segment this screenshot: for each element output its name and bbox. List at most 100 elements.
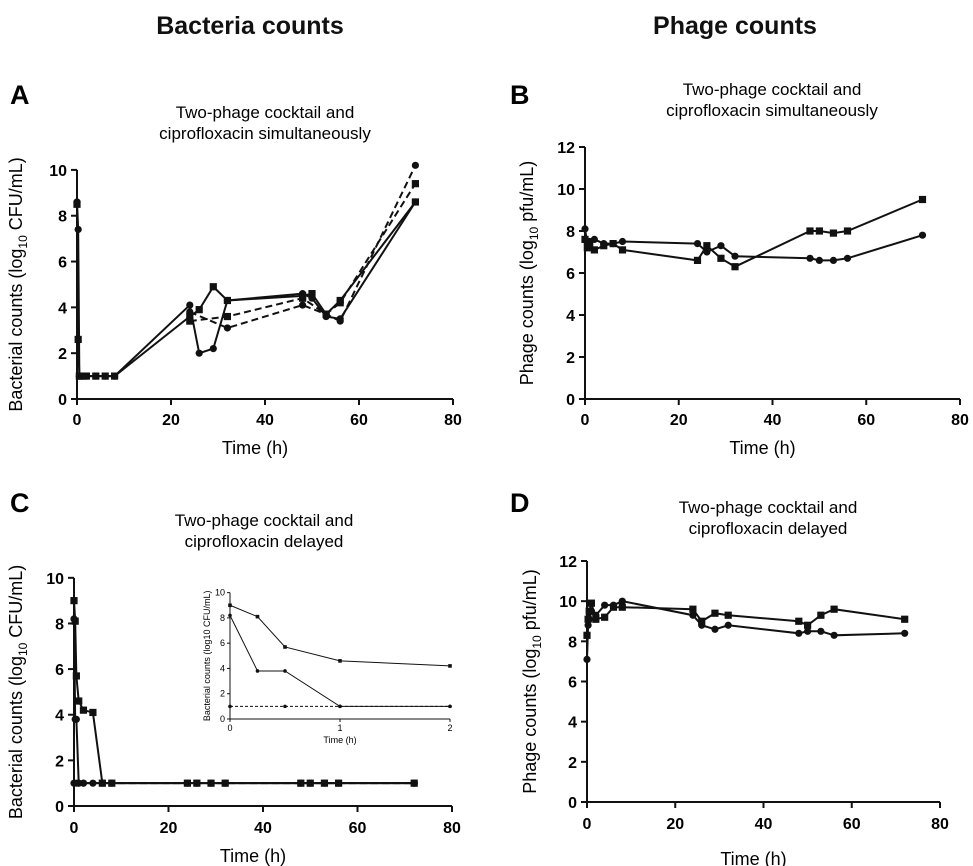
data-point-square [584, 615, 592, 623]
data-point-square [587, 599, 596, 607]
x-axis-label: Time (h) [729, 438, 795, 458]
data-point-square [815, 227, 823, 235]
y-tick-label: 8 [220, 613, 225, 623]
y-tick-label: 12 [557, 140, 575, 157]
data-point-circle [336, 317, 344, 325]
data-point-square [618, 246, 627, 254]
y-tick-label: 0 [55, 799, 64, 816]
x-tick-label: 1 [337, 723, 342, 733]
data-point-square [92, 372, 100, 380]
y-tick-label: 8 [58, 209, 67, 226]
data-point-square [75, 697, 83, 705]
series-line [584, 228, 923, 262]
series-line [586, 599, 905, 636]
y-tick-label: 6 [55, 662, 64, 679]
series-line [229, 604, 451, 667]
y-tick-label: 6 [220, 638, 225, 648]
y-tick-label: 10 [215, 588, 225, 598]
data-point-square [609, 603, 618, 611]
data-point-circle [804, 627, 812, 635]
data-point-square [795, 617, 803, 625]
data-point-square [82, 372, 90, 380]
panel-letter: A [10, 80, 30, 110]
x-tick-label: 40 [764, 412, 782, 429]
y-tick-label: 10 [559, 594, 577, 611]
chart-d: D Two-phage cocktail and ciprofloxacin del… [510, 488, 949, 866]
y-tick-label: 4 [58, 300, 67, 317]
data-point-square [322, 310, 330, 318]
data-point-square [411, 180, 419, 188]
y-tick-label: 6 [566, 266, 575, 283]
data-point-square [830, 605, 838, 613]
chart-title: Two-phage cocktail and [679, 498, 858, 517]
chart-title: ciprofloxacin delayed [185, 532, 344, 551]
data-point-circle [195, 349, 203, 357]
panel-letter: D [510, 488, 530, 518]
data-point-square [717, 254, 725, 262]
data-point-square [829, 229, 838, 237]
y-tick-label: 10 [49, 163, 67, 180]
y-tick-label: 6 [568, 675, 577, 692]
data-point-circle [299, 301, 307, 309]
data-point-square [101, 372, 109, 380]
x-tick-label: 20 [162, 412, 180, 429]
series-line [189, 164, 417, 330]
data-point-square [74, 335, 82, 344]
x-tick-label: 60 [843, 816, 861, 833]
data-point-square [411, 198, 419, 206]
data-point-square [78, 372, 86, 380]
data-point-circle [411, 161, 419, 169]
data-point-square [698, 617, 706, 625]
data-point-circle [320, 779, 329, 787]
x-tick-label: 0 [227, 723, 232, 733]
data-point-circle [711, 625, 719, 633]
data-point-square [338, 659, 342, 663]
data-point-circle [717, 242, 725, 250]
data-point-square [283, 645, 287, 649]
series-line [586, 600, 905, 660]
data-point-square [223, 312, 231, 321]
data-point-circle [689, 611, 697, 619]
x-tick-label: 20 [670, 412, 688, 429]
chart-title: ciprofloxacin delayed [689, 519, 848, 538]
data-point-circle [186, 308, 194, 316]
y-axis-label: Bacterial counts (log10 CFU/mL) [202, 591, 212, 722]
data-point-square [223, 296, 231, 305]
data-point-circle [223, 324, 231, 332]
data-point-circle [601, 601, 609, 609]
data-point-square [601, 613, 609, 621]
x-axis-label: Time (h) [220, 846, 286, 866]
y-axis-label: Bacterial counts (log10 CFU/mL) [6, 565, 30, 819]
data-point-circle [918, 231, 927, 239]
data-point-circle [731, 252, 739, 260]
data-point-square [817, 611, 825, 619]
data-point-circle [843, 254, 852, 262]
y-tick-label: 4 [220, 663, 225, 673]
data-point-circle [618, 597, 626, 605]
y-axis-label: Bacterial counts (log10 CFU/mL) [6, 157, 30, 411]
data-point-square [89, 708, 97, 717]
x-tick-label: 80 [443, 820, 461, 837]
y-axis-label: Phage counts (log10 pfu/mL) [517, 161, 541, 386]
panel-letter: C [10, 488, 30, 518]
data-point-circle [590, 235, 598, 243]
data-point-square [195, 306, 203, 314]
data-point-square [448, 664, 452, 668]
x-axis-label: Time (h) [720, 849, 786, 866]
data-point-square [586, 242, 594, 250]
data-point-square [711, 609, 719, 617]
y-tick-label: 10 [557, 182, 575, 199]
data-point-circle [830, 631, 838, 639]
chart-title: Two-phage cocktail and [175, 511, 354, 530]
data-point-square [228, 603, 232, 608]
chart-title: Two-phage cocktail and [176, 103, 355, 122]
y-tick-label: 4 [55, 708, 64, 725]
data-point-square [186, 312, 194, 321]
y-tick-label: 4 [566, 308, 575, 325]
data-point-square [689, 605, 697, 613]
data-point-square [72, 672, 80, 680]
data-point-circle [338, 704, 342, 709]
y-tick-label: 6 [58, 255, 67, 272]
data-point-square [209, 283, 217, 291]
data-point-circle [901, 629, 909, 637]
